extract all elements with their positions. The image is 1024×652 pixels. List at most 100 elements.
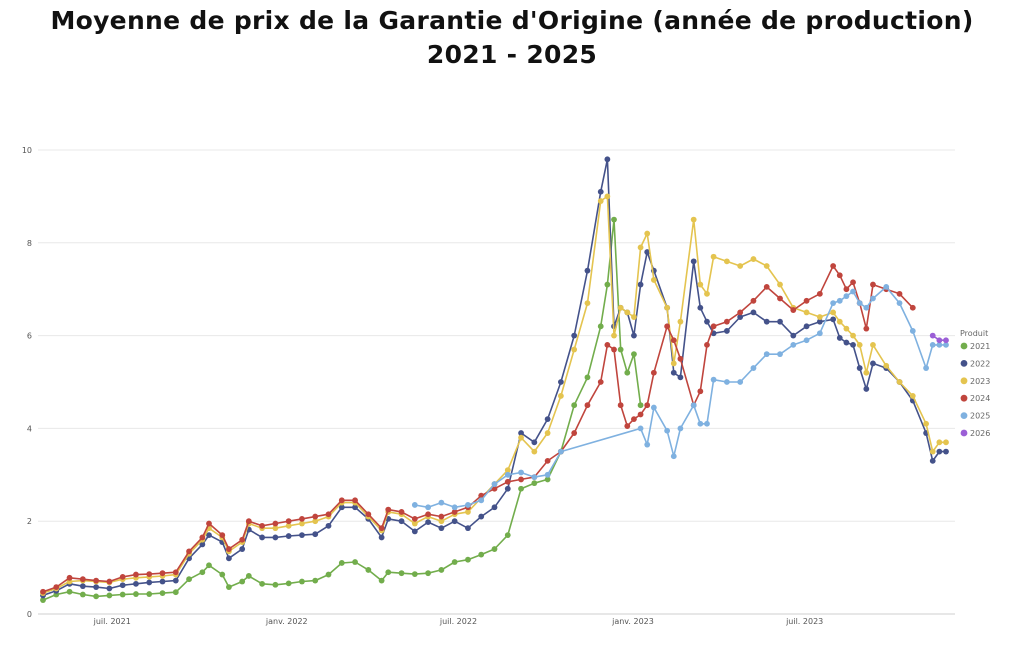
series-2024-point (245, 518, 252, 525)
series-2024-point (226, 546, 232, 552)
series-2024-point (723, 318, 730, 325)
series-2023-point (650, 277, 657, 283)
series-2022-point (584, 267, 591, 274)
series-2024-point (737, 309, 744, 316)
series-2026-point (943, 337, 949, 344)
series-2023-point (617, 304, 624, 311)
series-2022-point (737, 314, 744, 320)
series-2024-point (518, 476, 524, 483)
series-2021-point (93, 593, 100, 600)
series-2024-point (650, 369, 657, 376)
series-2021-point (385, 569, 392, 576)
series-2022-point (239, 546, 246, 552)
series-2022-point (697, 304, 704, 311)
series-2025-point (491, 481, 498, 487)
series-2024-point (299, 515, 305, 522)
series-2022-point (93, 584, 100, 590)
legend-label-2023: 2023 (970, 377, 990, 386)
series-2022-point (936, 448, 943, 455)
series-2024-point (697, 388, 704, 395)
chart-subtitle: 2021 - 2025 (426, 40, 598, 69)
series-2021-point (425, 570, 432, 577)
x-tick-label: janv. 2023 (611, 617, 654, 626)
series-2022-point (451, 518, 458, 525)
series-2025-point (883, 283, 890, 290)
legend-label-2022: 2022 (970, 359, 990, 368)
series-2023-point (803, 309, 810, 316)
series-2023-point (631, 314, 637, 320)
series-2024-point (66, 574, 73, 581)
series-2025-point (677, 425, 684, 432)
series-2024-point (836, 272, 843, 279)
series-2024-point (312, 513, 319, 520)
series-2021-point (478, 551, 485, 558)
series-2025-point (697, 420, 704, 427)
series-2021-point (159, 590, 166, 597)
x-tick-label: janv. 2022 (265, 617, 308, 626)
series-2025-point (943, 341, 949, 348)
series-2022-point (259, 534, 266, 541)
series-2023-point (664, 304, 671, 311)
series-2025-point (836, 297, 843, 304)
series-2024-point (544, 457, 551, 464)
series-2023-point (597, 198, 604, 204)
y-tick-label: 4 (27, 424, 32, 433)
series-2024-point (338, 497, 345, 504)
series-2022-point (544, 416, 551, 423)
series-2022-point (850, 341, 856, 348)
series-2025-point (411, 502, 418, 508)
series-2022-point (830, 316, 837, 323)
series-2023-point (777, 281, 783, 288)
series-2023-point (697, 281, 704, 288)
series-2024-point (790, 307, 797, 313)
series-2022-point (637, 281, 644, 288)
series-2021-point (637, 402, 644, 409)
y-tick-label: 6 (27, 332, 32, 341)
series-2024-point (803, 297, 810, 304)
series-2023-point (438, 518, 445, 525)
series-2025-point (710, 376, 717, 383)
x-tick-label: juil. 2022 (439, 617, 477, 626)
series-2024-point (438, 513, 445, 520)
series-2022-point (272, 534, 279, 541)
series-2022-point (504, 485, 511, 492)
series-2022-point (518, 430, 524, 436)
series-2022-point (677, 374, 684, 381)
series-2022-point (631, 332, 637, 339)
series-2023-point (518, 434, 524, 441)
series-2022-point (670, 369, 677, 376)
series-2025-point (923, 365, 929, 371)
y-tick-label: 8 (27, 239, 32, 248)
series-2024-point (219, 532, 226, 539)
series-2022-point (159, 578, 166, 585)
series-2024-point (571, 430, 578, 436)
series-2024-point (385, 506, 392, 513)
series-2024-point (870, 281, 876, 288)
series-2025-point (644, 441, 651, 448)
series-2022-line (42, 158, 946, 597)
series-2023-point (644, 230, 651, 237)
series-2021-point (398, 570, 405, 577)
series-2024-point (285, 518, 292, 525)
series-2021-point (199, 569, 206, 576)
series-2021-point (531, 480, 538, 487)
legend-marker-2021 (960, 342, 968, 350)
series-2024-point (850, 279, 856, 286)
series-2021-point (438, 567, 445, 573)
series-2022-point (119, 582, 126, 589)
series-2022-point (491, 504, 498, 511)
series-2021-point (206, 562, 212, 569)
series-2023-point (843, 325, 850, 332)
series-2021-point (172, 589, 179, 596)
series-2023-point (909, 393, 916, 399)
series-2025-point (650, 404, 657, 411)
series-2023-point (571, 346, 578, 353)
legend-label-2026: 2026 (970, 429, 990, 438)
series-2023-point (604, 193, 611, 200)
series-2025-point (664, 427, 671, 434)
series-2021-point (272, 581, 279, 588)
series-2024-point (670, 337, 677, 344)
series-2021-point (617, 346, 624, 353)
series-2022-point (199, 541, 206, 548)
series-2025-point (870, 295, 876, 302)
